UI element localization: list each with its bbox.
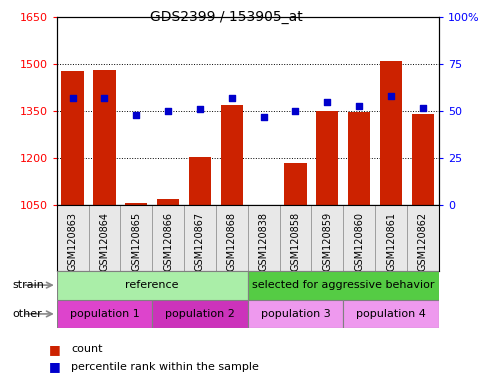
- Point: [355, 103, 363, 109]
- Text: GSM120838: GSM120838: [259, 212, 269, 271]
- Text: GSM120866: GSM120866: [163, 212, 173, 271]
- Text: GSM120864: GSM120864: [100, 212, 109, 271]
- Bar: [252, 205, 275, 206]
- Bar: [93, 70, 115, 205]
- Bar: [125, 203, 147, 205]
- Bar: [157, 199, 179, 205]
- Text: population 1: population 1: [70, 309, 140, 319]
- Point: [419, 104, 427, 111]
- Bar: [221, 105, 243, 205]
- Point: [196, 106, 204, 113]
- Text: population 2: population 2: [165, 309, 235, 319]
- Text: GSM120860: GSM120860: [354, 212, 364, 271]
- Bar: [152, 300, 248, 328]
- Text: GSM120865: GSM120865: [131, 212, 141, 271]
- Point: [291, 108, 299, 114]
- Bar: [247, 271, 439, 300]
- Bar: [316, 111, 339, 205]
- Text: GSM120868: GSM120868: [227, 212, 237, 271]
- Point: [323, 99, 331, 105]
- Text: population 4: population 4: [356, 309, 426, 319]
- Bar: [62, 71, 84, 205]
- Point: [132, 112, 140, 118]
- Text: other: other: [12, 309, 42, 319]
- Text: population 3: population 3: [261, 309, 330, 319]
- Bar: [348, 112, 370, 205]
- Bar: [284, 163, 307, 205]
- Text: GSM120859: GSM120859: [322, 212, 332, 271]
- Bar: [380, 61, 402, 205]
- Point: [164, 108, 172, 114]
- Text: GSM120863: GSM120863: [68, 212, 77, 271]
- Text: selected for aggressive behavior: selected for aggressive behavior: [252, 280, 434, 290]
- Text: GSM120861: GSM120861: [386, 212, 396, 271]
- Text: GSM120867: GSM120867: [195, 212, 205, 271]
- Bar: [57, 271, 247, 300]
- Text: GDS2399 / 153905_at: GDS2399 / 153905_at: [150, 10, 303, 23]
- Point: [101, 95, 108, 101]
- Text: count: count: [71, 344, 103, 354]
- Text: GSM120858: GSM120858: [290, 212, 301, 271]
- Bar: [189, 157, 211, 205]
- Text: strain: strain: [12, 280, 44, 290]
- Text: GSM120862: GSM120862: [418, 212, 428, 271]
- Point: [69, 95, 76, 101]
- Text: percentile rank within the sample: percentile rank within the sample: [71, 362, 259, 372]
- Point: [387, 93, 395, 99]
- Text: ■: ■: [49, 343, 61, 356]
- Bar: [247, 300, 343, 328]
- Bar: [412, 114, 434, 205]
- Text: reference: reference: [125, 280, 179, 290]
- Text: ■: ■: [49, 360, 61, 373]
- Point: [260, 114, 268, 120]
- Bar: [343, 300, 439, 328]
- Bar: [57, 300, 152, 328]
- Point: [228, 95, 236, 101]
